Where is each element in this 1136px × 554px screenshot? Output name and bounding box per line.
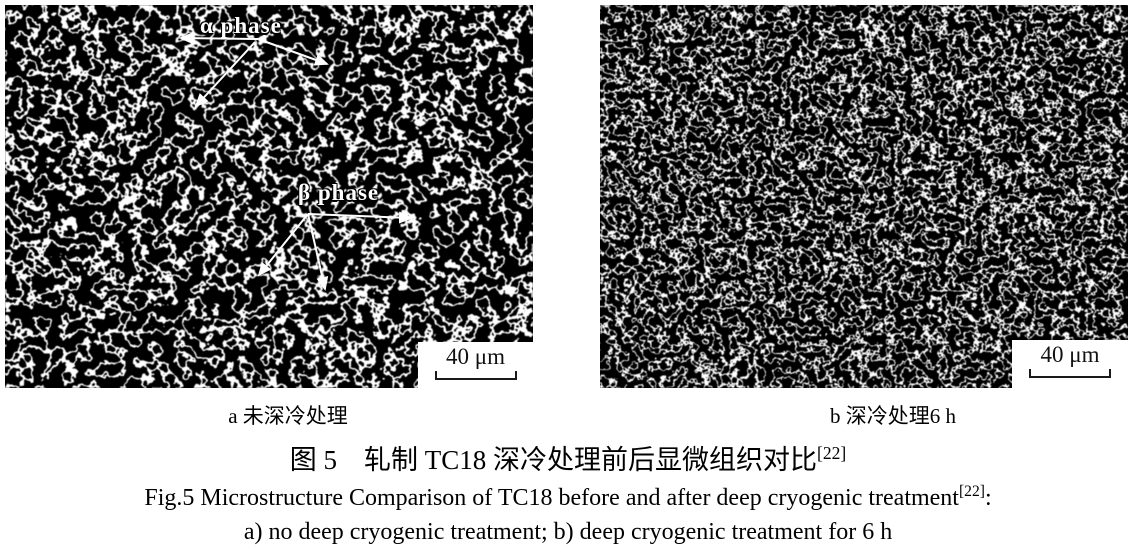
figure-caption-english-line2: a) no deep cryogenic treatment; b) deep … <box>243 519 893 545</box>
subcaption-a: a 未深冷处理 <box>228 404 348 428</box>
subcaption-b: b 深冷处理6 h <box>830 404 956 428</box>
caption-en-reference: [22] <box>958 483 985 500</box>
scale-bar-bracket-b <box>1029 369 1111 378</box>
scale-bar-bracket-a <box>434 371 517 380</box>
figure-caption-chinese: 图 5 轧制 TC18 深冷处理前后显微组织对比[22] <box>0 444 1136 478</box>
beta-phase-label: β phase <box>298 180 380 205</box>
caption-zh-text: 图 5 轧制 TC18 深冷处理前后显微组织对比 <box>289 445 818 475</box>
micrograph-panel-a: α phase β phase 40 μm <box>5 5 533 388</box>
scale-bar-label-a: 40 μm <box>446 344 505 369</box>
micrograph-texture-b <box>600 5 1128 388</box>
micrograph-texture-a <box>5 5 533 388</box>
caption-en-colon: : <box>984 485 992 511</box>
caption-en-text: Fig.5 Microstructure Comparison of TC18 … <box>144 485 959 511</box>
micrograph-panel-b: 40 μm <box>600 5 1128 388</box>
scale-bar-box-b: 40 μm <box>1012 340 1128 388</box>
alpha-phase-label: α phase <box>200 13 282 38</box>
scale-bar-box-a: 40 μm <box>418 342 533 388</box>
caption-zh-reference: [22] <box>817 443 847 463</box>
figure-caption-english-line1: Fig.5 Microstructure Comparison of TC18 … <box>0 483 1136 513</box>
scale-bar-label-b: 40 μm <box>1040 342 1100 367</box>
